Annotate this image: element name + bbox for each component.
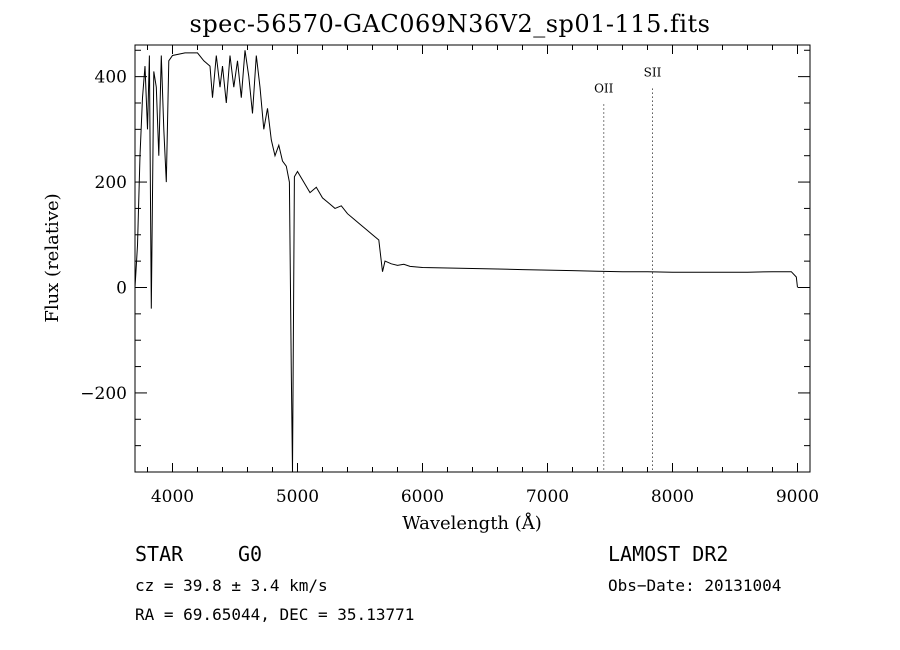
radec-value: RA = 69.65044, DEC = 35.13771 bbox=[135, 605, 415, 624]
x-axis-label: Wavelength (Å) bbox=[402, 512, 542, 534]
x-tick-label: 9000 bbox=[776, 487, 819, 507]
y-tick-label: −200 bbox=[80, 384, 127, 404]
chart-title: spec-56570-GAC069N36V2_sp01-115.fits bbox=[189, 10, 711, 38]
subclass-label: G0 bbox=[238, 542, 263, 566]
line-annotations: OII SII bbox=[594, 66, 662, 472]
object-type-label: STAR bbox=[135, 542, 184, 566]
spectrum-series-line bbox=[134, 50, 798, 473]
y-axis-label: Flux (relative) bbox=[42, 193, 63, 322]
y-tick-label: 400 bbox=[95, 68, 127, 88]
y-tick-label: 200 bbox=[95, 173, 127, 193]
plot-frame bbox=[134, 44, 811, 473]
x-tick-label: 5000 bbox=[276, 487, 319, 507]
x-tick-label: 6000 bbox=[401, 487, 444, 507]
x-tick-label: 7000 bbox=[526, 487, 569, 507]
obs-date-value: Obs−Date: 20131004 bbox=[608, 576, 782, 595]
x-axis-ticks: 4000 5000 6000 7000 8000 9000 bbox=[147, 45, 819, 507]
x-tick-label: 4000 bbox=[151, 487, 194, 507]
x-tick-label: 8000 bbox=[651, 487, 694, 507]
y-axis-ticks: −200 0 200 400 bbox=[80, 49, 810, 447]
y-tick-label: 0 bbox=[116, 278, 127, 298]
survey-label: LAMOST DR2 bbox=[608, 542, 729, 566]
annotation-label: OII bbox=[594, 81, 614, 95]
cz-value: cz = 39.8 ± 3.4 km/s bbox=[135, 576, 328, 595]
annotation-label: SII bbox=[644, 66, 662, 80]
